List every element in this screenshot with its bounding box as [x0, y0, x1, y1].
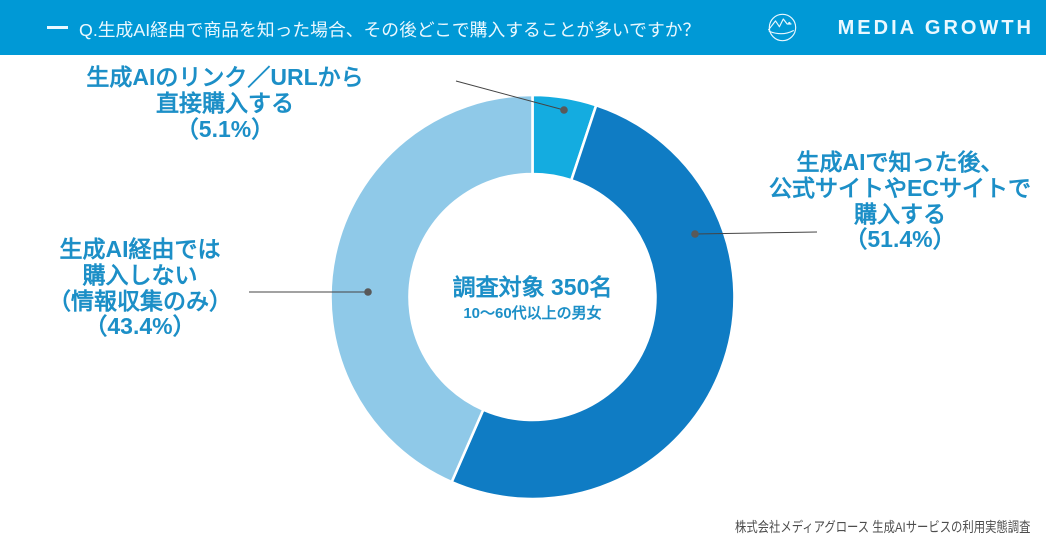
svg-text:調査対象 350名: 調査対象 350名 — [453, 274, 613, 300]
svg-text:10～60代以上の男女: 10～60代以上の男女 — [463, 304, 601, 322]
